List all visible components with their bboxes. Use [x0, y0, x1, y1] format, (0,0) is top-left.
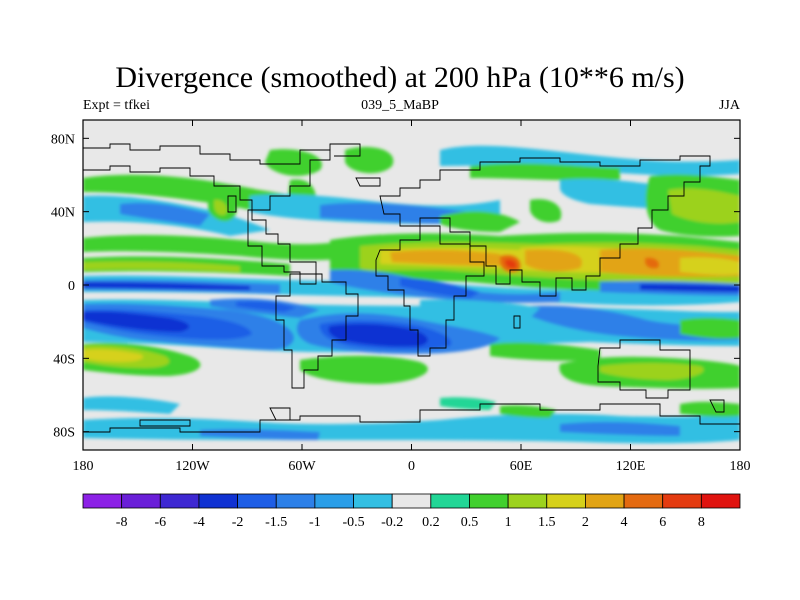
- field-patch: [400, 278, 480, 298]
- colorbar-box: [546, 493, 586, 509]
- y-axis: 80N 40N 0 40S 80S: [51, 132, 740, 441]
- colorbar-label: 8: [698, 515, 705, 530]
- y-tick-label: 0: [68, 279, 75, 294]
- field-patch: [440, 397, 496, 410]
- field-patch: [330, 269, 560, 303]
- colorbar-box: [314, 493, 354, 509]
- field-patch: [640, 284, 740, 292]
- y-tick-label: 40S: [53, 352, 75, 367]
- colorbar-label: -1.5: [265, 515, 287, 530]
- field-patch: [680, 257, 740, 275]
- colorbar-label: -6: [154, 515, 166, 530]
- colorbar-box: [237, 493, 277, 509]
- field-patch: [265, 149, 322, 176]
- y-tick-label: 80N: [51, 132, 75, 147]
- colorbar-box: [585, 493, 625, 509]
- y-tick-label: 40N: [51, 206, 75, 221]
- colorbar-label: 4: [621, 515, 628, 530]
- x-tick-label: 180: [73, 459, 94, 474]
- x-tick-label: 120E: [616, 459, 646, 474]
- field-patch: [236, 301, 296, 312]
- field-patch: [83, 311, 190, 332]
- field-patch: [83, 235, 350, 261]
- colorbar-box: [391, 493, 432, 509]
- field-patch: [500, 405, 556, 418]
- colorbar-label: 0.2: [422, 515, 440, 530]
- colorbar-box: [198, 493, 238, 509]
- colorbar-box: [662, 493, 702, 509]
- y-tick-label: 80S: [53, 426, 75, 441]
- field-patch: [440, 145, 740, 176]
- field-patch: [600, 363, 704, 380]
- plot-title: Divergence (smoothed) at 200 hPa (10**6 …: [115, 61, 685, 94]
- coastlines: [83, 143, 740, 433]
- colorbar-box: [700, 493, 741, 509]
- field-patch: [470, 163, 620, 181]
- colorbar-label: -4: [193, 515, 205, 530]
- field-patch: [490, 342, 600, 361]
- field-patch: [83, 349, 144, 362]
- field-patch: [440, 211, 520, 232]
- colorbar-label: 6: [659, 515, 666, 530]
- field-patch: [83, 261, 240, 272]
- colorbar-box: [353, 493, 393, 509]
- x-tick-label: 180: [730, 459, 751, 474]
- field-patch: [345, 146, 394, 174]
- field-patch: [644, 257, 660, 269]
- colorbar-label: 0.5: [461, 515, 479, 530]
- field-patch: [214, 199, 228, 216]
- field-patch: [505, 259, 517, 269]
- field-patch: [530, 199, 562, 223]
- colorbar-box: [430, 493, 470, 509]
- colorbar-box: [507, 493, 548, 509]
- colorbar-label: -0.5: [342, 515, 364, 530]
- case-label: 039_5_MaBP: [361, 98, 439, 113]
- field-patch: [300, 355, 428, 384]
- x-tick-label: 60E: [510, 459, 533, 474]
- field-patch: [420, 299, 540, 318]
- colorbar-label: -2: [232, 515, 244, 530]
- colorbar-box: [469, 493, 509, 509]
- colorbar-box: [623, 493, 664, 509]
- season-label: JJA: [718, 98, 740, 113]
- x-tick-label: 60W: [288, 459, 316, 474]
- colorbar: -8 -6 -4 -2 -1.5 -1 -0.5 -0.2 0.2 0.5 1 1.5 2 4 6 8: [82, 493, 741, 530]
- colorbar-box: [275, 493, 316, 509]
- field-patch: [83, 396, 180, 414]
- divergence-field: [83, 120, 740, 450]
- field-patch: [525, 249, 582, 272]
- colorbar-label: 2: [582, 515, 589, 530]
- x-tick-label: 0: [408, 459, 415, 474]
- colorbar-label: -0.2: [381, 515, 403, 530]
- experiment-label: Expt = tfkei: [83, 98, 150, 113]
- field-patch: [560, 421, 680, 436]
- field-patch: [328, 323, 428, 347]
- field-patch: [680, 317, 740, 339]
- x-tick-label: 120W: [175, 459, 210, 474]
- field-patch: [668, 188, 740, 224]
- colorbar-box: [82, 493, 123, 509]
- field-patch: [680, 401, 740, 417]
- x-axis: 180 120W 60W 0 60E 120E 180: [73, 120, 751, 474]
- colorbar-label: 1.5: [538, 515, 556, 530]
- field-patch: [83, 282, 250, 290]
- colorbar-box: [159, 493, 200, 509]
- colorbar-label: -1: [309, 515, 321, 530]
- colorbar-box: [121, 493, 161, 509]
- field-patch: [320, 202, 470, 224]
- colorbar-label: 1: [505, 515, 512, 530]
- colorbar-label: -8: [116, 515, 128, 530]
- field-patch: [120, 202, 210, 226]
